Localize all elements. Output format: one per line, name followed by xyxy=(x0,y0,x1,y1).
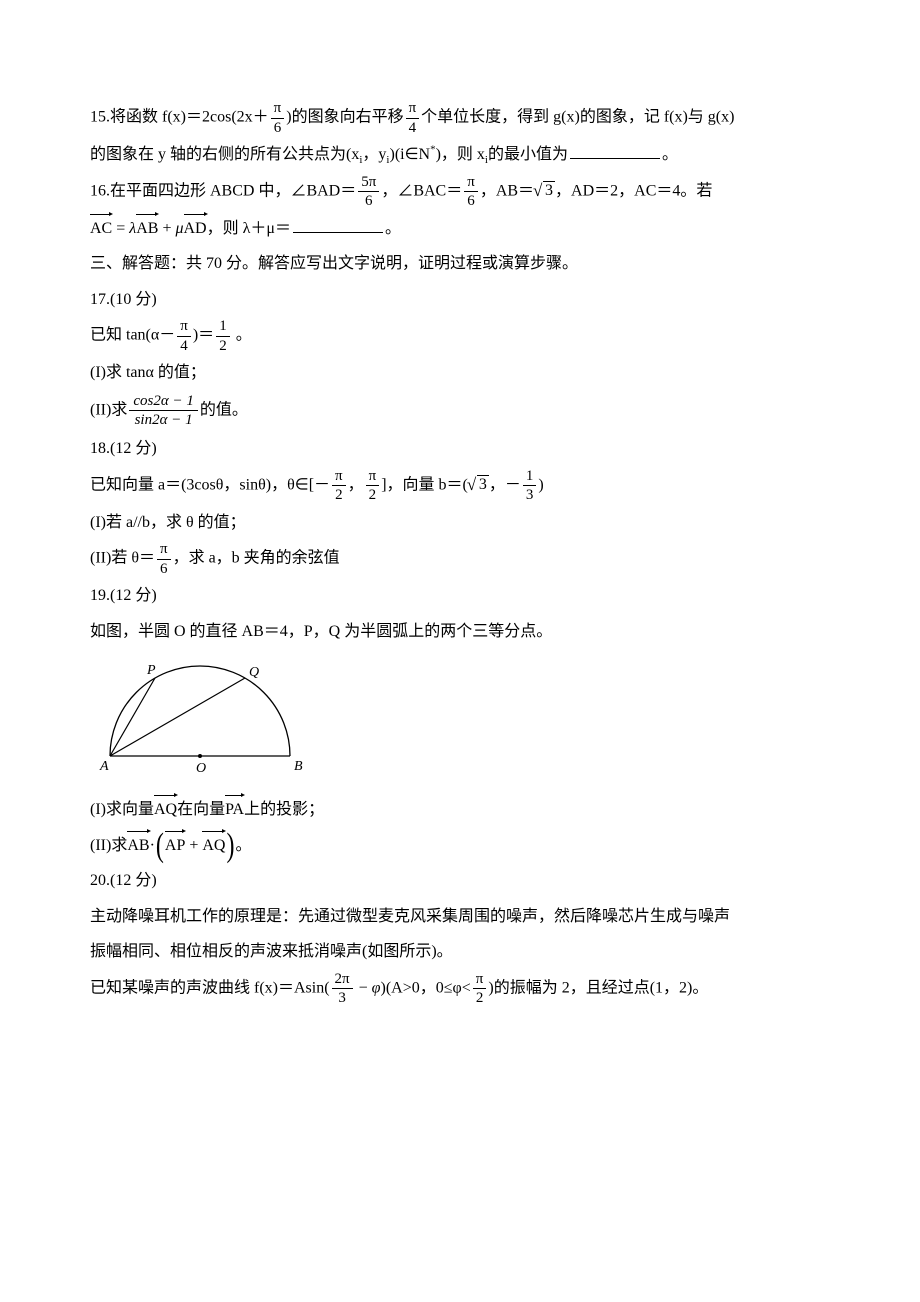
frac-pi-2c: π2 xyxy=(473,971,487,1007)
q18-l1b: ， xyxy=(348,476,364,493)
q17-l1: 已知 tan(α－π4)＝12 。 xyxy=(90,318,830,354)
q15-text: 15.将函数 f(x)＝2cos(2x＋ xyxy=(90,109,269,126)
q20-l3a: 已知某噪声的声波曲线 f(x)＝Asin( xyxy=(90,980,330,997)
period2: 。 xyxy=(385,220,401,237)
q20-l3b: − xyxy=(355,980,372,997)
svg-text:A: A xyxy=(99,759,109,774)
frac-pi-6-c: π6 xyxy=(157,541,171,577)
q16-line1: 16.在平面四边形 ABCD 中，∠BAD＝5π6，∠BAC＝π6，AB＝3，A… xyxy=(90,174,830,210)
eq: = xyxy=(112,220,129,237)
q15-l2a: 的图象在 y 轴的右侧的所有公共点为(x xyxy=(90,146,359,163)
q16-m2: ，AB＝ xyxy=(480,182,534,199)
mu: μ xyxy=(175,220,183,237)
svg-text:Q: Q xyxy=(249,665,259,680)
svg-text:O: O xyxy=(196,761,206,776)
q17-l1a: 已知 tan(α－ xyxy=(90,327,175,344)
phi: φ xyxy=(372,980,381,997)
sqrt-3: 3 xyxy=(534,174,555,208)
q17-l1b: )＝ xyxy=(193,327,214,344)
lambda: λ xyxy=(129,220,136,237)
section3-heading: 三、解答题：共 70 分。解答应写出文字说明，证明过程或演算步骤。 xyxy=(90,247,830,281)
q15-l2d: )，则 x xyxy=(436,146,485,163)
vec-ab: AB xyxy=(136,212,158,246)
frac-pi-4-b: π4 xyxy=(177,318,191,354)
q16-pre: 16.在平面四边形 ABCD 中，∠BAD＝ xyxy=(90,182,356,199)
q19-p1b: 在向量 xyxy=(177,801,225,818)
q18-l1c: ]，向量 b＝( xyxy=(381,476,468,493)
q18-l1a: 已知向量 a＝(3cosθ，sinθ)，θ∈[－ xyxy=(90,476,330,493)
semicircle-diagram: A O B P Q xyxy=(90,656,330,776)
q17-p2a: (II)求 xyxy=(90,402,127,419)
q18-p2b: ，求 a，b 夹角的余弦值 xyxy=(173,550,340,567)
q17-p2b: 的值。 xyxy=(200,402,248,419)
q20-l2: 振幅相同、相位相反的声波来抵消噪声(如图所示)。 xyxy=(90,935,830,969)
frac-pi-6: π6 xyxy=(271,100,285,136)
q15-l2c: )(i∈N xyxy=(389,146,430,163)
vec-ab2: AB xyxy=(127,829,149,863)
q16-m1: ，∠BAC＝ xyxy=(381,182,462,199)
q15-l2e: 的最小值为 xyxy=(488,146,568,163)
q16-m4: ，则 λ＋μ＝ xyxy=(207,220,291,237)
q19-p2: (II)求AB·(AP + AQ)。 xyxy=(90,829,830,863)
q17-head: 17.(10 分) xyxy=(90,283,830,317)
frac-pi-2b: π2 xyxy=(366,468,380,504)
q17-p1: (I)求 tanα 的值； xyxy=(90,356,830,390)
vec-ap: AP xyxy=(165,829,185,863)
frac-1-3: 13 xyxy=(523,468,537,504)
q20-l3: 已知某噪声的声波曲线 f(x)＝Asin(2π3 − φ)(A>0，0≤φ<π2… xyxy=(90,971,830,1007)
period: 。 xyxy=(662,146,678,163)
q17-l1c: 。 xyxy=(232,327,252,344)
q18-l1e: ) xyxy=(538,476,543,493)
q18-l1d: ，－ xyxy=(489,476,521,493)
q15-line1: 15.将函数 f(x)＝2cos(2x＋π6)的图象向右平移π4个单位长度，得到… xyxy=(90,100,830,136)
q15-mid2: 个单位长度，得到 g(x)的图象，记 f(x)与 g(x) xyxy=(421,109,734,126)
vec-aq: AQ xyxy=(154,793,177,827)
vec-pa: PA xyxy=(225,793,244,827)
frac-1-2: 12 xyxy=(216,318,230,354)
plus: + xyxy=(158,220,175,237)
q18-p1: (I)若 a//b，求 θ 的值； xyxy=(90,506,830,540)
q16-line2: AC = λAB + μAD，则 λ＋μ＝ 。 xyxy=(90,212,830,246)
q19-p1c: 上的投影； xyxy=(244,801,324,818)
svg-text:P: P xyxy=(146,663,156,678)
q15-mid1: )的图象向右平移 xyxy=(286,109,403,126)
blank-fill xyxy=(570,143,660,159)
q19-figure: A O B P Q xyxy=(90,656,830,789)
q20-l3d: )的振幅为 2，且经过点(1，2)。 xyxy=(488,980,708,997)
dot: · xyxy=(150,837,155,854)
q15-l2b: ，y xyxy=(362,146,386,163)
vec-aq2: AQ xyxy=(202,829,225,863)
frac-pi-2: π2 xyxy=(332,468,346,504)
q16-m3: ，AD＝2，AC＝4。若 xyxy=(555,182,712,199)
vec-ad: AD xyxy=(184,212,207,246)
frac-pi-6-b: π6 xyxy=(464,174,478,210)
q19-p2b: 。 xyxy=(235,837,251,854)
frac-5pi-6: 5π6 xyxy=(358,174,379,210)
plus2: + xyxy=(185,837,202,854)
q19-p1a: (I)求向量 xyxy=(90,801,154,818)
frac-cos-sin: cos2α − 1sin2α − 1 xyxy=(129,392,198,430)
sqrt-3b: 3 xyxy=(468,468,489,502)
q19-p2a: (II)求 xyxy=(90,837,127,854)
svg-text:B: B xyxy=(294,759,303,774)
q19-p1: (I)求向量AQ在向量PA上的投影； xyxy=(90,793,830,827)
q19-l1: 如图，半圆 O 的直径 AB＝4，P，Q 为半圆弧上的两个三等分点。 xyxy=(90,615,830,649)
q18-head: 18.(12 分) xyxy=(90,432,830,466)
q18-p2a: (II)若 θ＝ xyxy=(90,550,155,567)
q20-head: 20.(12 分) xyxy=(90,864,830,898)
frac-pi-4: π4 xyxy=(406,100,420,136)
vec-ac: AC xyxy=(90,212,112,246)
blank-fill-2 xyxy=(293,217,383,233)
q18-l1: 已知向量 a＝(3cosθ，sinθ)，θ∈[－π2，π2]，向量 b＝(3，－… xyxy=(90,468,830,504)
q19-head: 19.(12 分) xyxy=(90,579,830,613)
q20-l1: 主动降噪耳机工作的原理是：先通过微型麦克风采集周围的噪声，然后降噪芯片生成与噪声 xyxy=(90,900,830,934)
q15-line2: 的图象在 y 轴的右侧的所有公共点为(xi，yi)(i∈N*)，则 xi的最小值… xyxy=(90,138,830,172)
frac-2pi-3: 2π3 xyxy=(332,971,353,1007)
q20-l3c: )(A>0，0≤φ< xyxy=(381,980,471,997)
q17-p2: (II)求cos2α − 1sin2α − 1的值。 xyxy=(90,392,830,430)
q18-p2: (II)若 θ＝π6，求 a，b 夹角的余弦值 xyxy=(90,541,830,577)
document-body: 15.将函数 f(x)＝2cos(2x＋π6)的图象向右平移π4个单位长度，得到… xyxy=(90,100,830,1007)
